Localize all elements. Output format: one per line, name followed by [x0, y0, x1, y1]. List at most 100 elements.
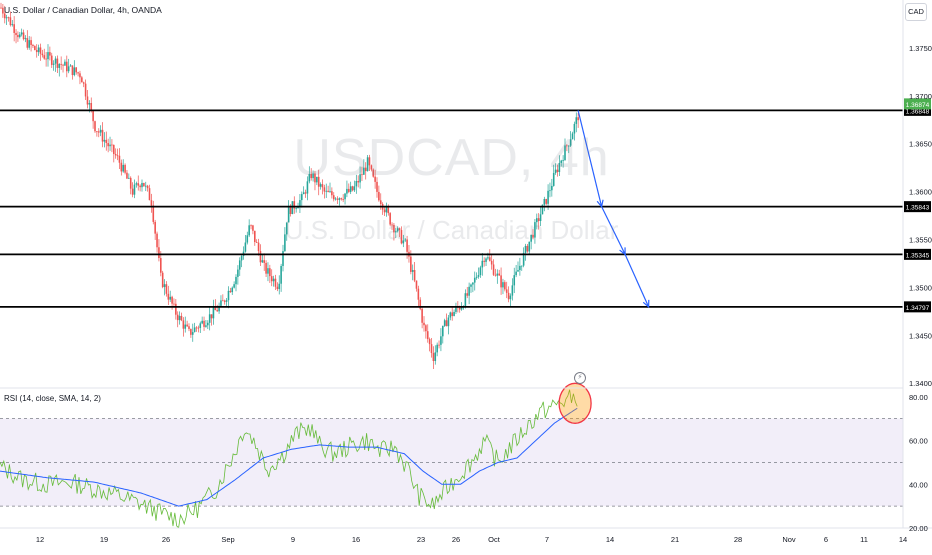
candle-body: [543, 198, 546, 205]
candle-body: [389, 213, 391, 225]
time-tick-label: 21: [671, 535, 679, 544]
candle-body: [73, 67, 76, 76]
candle-body: [101, 129, 104, 142]
candle-body: [50, 55, 53, 65]
candle-body: [419, 299, 422, 309]
candle-body: [0, 7, 2, 9]
candle-body: [304, 192, 307, 194]
candle-body: [15, 32, 17, 36]
candle-body: [120, 162, 123, 172]
chart-title: U.S. Dollar / Canadian Dollar, 4h, OANDA: [4, 5, 162, 15]
candle-body: [60, 63, 62, 65]
candle-body: [539, 214, 542, 222]
candle-body: [421, 308, 423, 323]
candle-body: [432, 353, 435, 361]
candle-body: [274, 278, 277, 287]
candle-body: [564, 145, 566, 161]
candle-body: [113, 144, 115, 154]
projection-arrows[interactable]: [577, 110, 650, 309]
price-tick-label: 1.36000: [909, 188, 932, 197]
candle-body: [477, 275, 480, 277]
candle-body: [62, 64, 64, 66]
candle-body: [20, 32, 23, 35]
time-tick-label: 16: [352, 535, 360, 544]
candle-body: [129, 177, 132, 189]
candle-body: [124, 164, 126, 173]
candle-body: [464, 293, 467, 308]
candle-body: [494, 274, 497, 276]
currency-badge[interactable]: CAD: [905, 3, 927, 21]
candle-body: [35, 50, 38, 53]
candle-body: [522, 252, 525, 266]
candle-body: [67, 66, 70, 72]
price-tick-label: 1.34500: [909, 331, 932, 340]
candle-body: [410, 256, 412, 272]
candle-body: [71, 65, 74, 76]
candle-body: [363, 167, 365, 175]
candle-body: [396, 228, 399, 232]
candle-body: [331, 191, 333, 196]
candle-body: [379, 200, 382, 204]
candle-body: [577, 117, 579, 121]
candle-body: [122, 164, 124, 172]
candle-body: [114, 153, 117, 156]
candle-body: [276, 286, 279, 290]
candle-body: [552, 172, 555, 186]
candle-body: [417, 288, 420, 300]
candle-body: [458, 307, 461, 310]
price-tick-label: 1.37500: [909, 44, 932, 53]
candle-body: [3, 13, 6, 19]
candle-body: [289, 205, 292, 215]
candle-body: [485, 258, 487, 262]
candle-body: [498, 273, 500, 276]
candle-body: [297, 207, 299, 209]
candle-body: [395, 231, 397, 233]
candle-body: [430, 344, 433, 354]
candle-body: [216, 310, 218, 312]
rsi-tick-label: 80.00: [909, 393, 928, 402]
candle-body: [82, 82, 85, 84]
candle-body: [133, 184, 136, 195]
candles: [0, 2, 579, 369]
candle-body: [547, 190, 549, 204]
candle-body: [481, 260, 484, 268]
candle-body: [556, 169, 559, 173]
candle-body: [468, 286, 470, 296]
candle-body: [75, 67, 77, 73]
candle-body: [470, 284, 472, 287]
candle-body: [566, 145, 568, 147]
time-tick-label: 23: [417, 535, 425, 544]
level-lines[interactable]: 1.36848 1.35843 1.35345 1.34797 1.36874: [0, 98, 931, 313]
candle-body: [191, 332, 194, 335]
candle-body: [182, 320, 185, 329]
candle-body: [453, 311, 455, 317]
candle-body: [223, 300, 226, 302]
candle-body: [575, 117, 578, 124]
projection-arrow-head: [642, 299, 650, 309]
candle-body: [509, 295, 512, 300]
rsi-title[interactable]: RSI (14, close, SMA, 14, 2): [4, 394, 101, 403]
candle-body: [278, 283, 281, 290]
projection-arrow-line: [624, 254, 650, 308]
candle-body: [195, 327, 198, 329]
candle-body: [504, 282, 506, 290]
candle-body: [569, 139, 572, 146]
candle-body: [316, 176, 318, 183]
candle-body: [515, 271, 517, 276]
time-tick-label: 6: [824, 535, 828, 544]
candle-body: [152, 205, 155, 222]
candle-body: [530, 234, 532, 242]
candle-body: [272, 278, 275, 282]
candle-body: [473, 277, 476, 283]
level-price-label: 1.36848: [906, 108, 930, 115]
candle-body: [445, 320, 448, 327]
candle-body: [233, 284, 235, 288]
candle-body: [374, 176, 376, 182]
candle-body: [178, 315, 181, 321]
lightning-icon[interactable]: ⚡: [574, 372, 586, 384]
candle-body: [9, 17, 12, 26]
candle-body: [438, 344, 440, 346]
candle-body: [342, 199, 344, 201]
